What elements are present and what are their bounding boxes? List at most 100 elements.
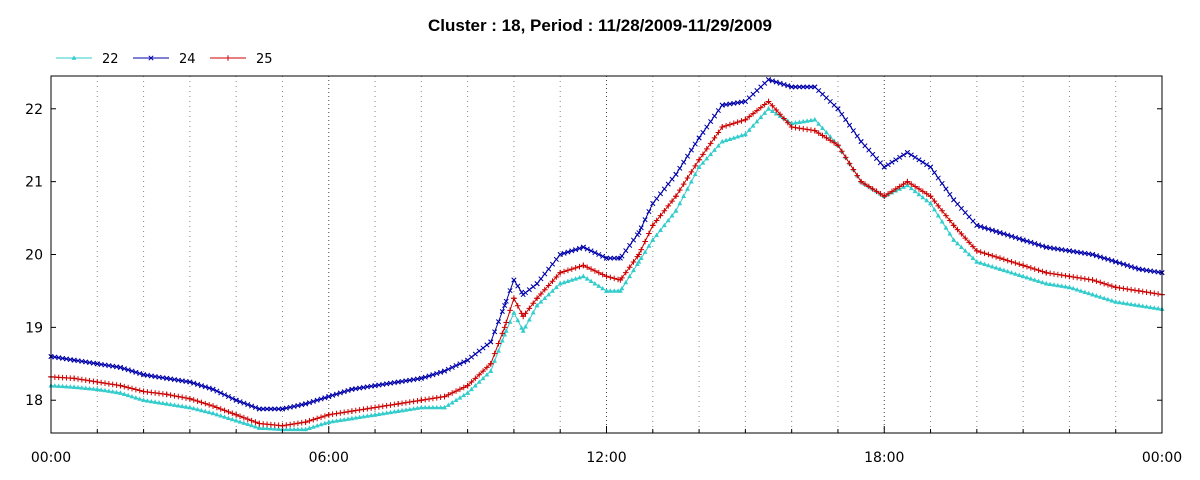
series-point-24 (920, 159, 926, 165)
series-point-22 (391, 409, 397, 414)
series-point-25 (715, 129, 722, 136)
data-point-22 (974, 259, 980, 264)
data-point-25 (1136, 288, 1142, 294)
series-point-24 (839, 111, 845, 117)
series-point-25 (356, 407, 363, 413)
series-point-25 (1143, 289, 1150, 295)
series-point-22 (665, 217, 671, 223)
data-point-22 (696, 164, 702, 169)
series-point-22 (970, 255, 976, 260)
series-point-22 (646, 243, 652, 248)
series-point-25 (102, 380, 108, 387)
series-point-25 (920, 188, 926, 195)
series-point-25 (893, 186, 899, 192)
series-point-22 (912, 188, 918, 194)
series-point-24 (152, 373, 158, 380)
series-point-24 (503, 298, 509, 304)
series-point-25 (310, 416, 317, 423)
series-point-22 (935, 213, 941, 218)
series-point-25 (669, 198, 675, 204)
series-point-24 (206, 385, 212, 391)
series-point-25 (287, 421, 293, 428)
series-point-22 (264, 425, 270, 431)
y-tick-label: 18 (25, 393, 43, 409)
series-point-25 (1101, 280, 1107, 287)
data-point-25 (302, 419, 309, 425)
data-point-24 (858, 139, 864, 145)
series-point-24 (160, 375, 166, 381)
series-point-22 (345, 416, 351, 421)
series-point-25 (630, 259, 637, 265)
series-point-22 (222, 414, 227, 419)
series-point-25 (823, 135, 830, 141)
series-point-25 (808, 127, 814, 133)
series-point-24 (700, 129, 706, 136)
series-point-22 (739, 132, 744, 138)
series-point-24 (804, 84, 810, 90)
series-point-25 (136, 387, 143, 394)
series-point-25 (206, 402, 212, 408)
data-point-24 (488, 339, 494, 345)
series-point-25 (1039, 268, 1046, 275)
data-point-24 (673, 171, 679, 177)
series-point-24 (430, 372, 436, 378)
series-point-22 (310, 424, 316, 429)
series-point-24 (889, 159, 895, 165)
series-point-24 (218, 390, 224, 396)
series-point-22 (322, 420, 328, 426)
series-point-24 (75, 358, 81, 364)
data-point-24 (141, 372, 147, 378)
series-point-25 (734, 119, 741, 125)
series-point-22 (229, 416, 235, 422)
series-25 (48, 98, 1165, 429)
series-point-24 (954, 201, 961, 207)
series-point-24 (908, 152, 914, 158)
series-point-22 (295, 426, 301, 432)
series-point-22 (1063, 284, 1068, 289)
series-point-25 (198, 399, 205, 406)
series-point-22 (600, 285, 606, 291)
series-point-25 (403, 399, 409, 406)
data-point-22 (650, 237, 656, 242)
series-point-25 (758, 104, 764, 111)
series-point-25 (676, 187, 683, 193)
series-point-24 (758, 84, 764, 90)
y-tick-label: 20 (25, 248, 43, 264)
data-point-22 (789, 120, 795, 126)
series-point-25 (484, 364, 490, 371)
x-tick-label: 06:00 (309, 450, 349, 466)
series-point-24 (924, 162, 930, 168)
series-point-22 (64, 384, 69, 389)
data-point-22 (1136, 302, 1142, 308)
series-point-25 (977, 249, 984, 255)
series-point-22 (796, 119, 802, 124)
series-point-24 (480, 345, 486, 351)
series-point-25 (530, 300, 537, 307)
data-point-24 (1136, 266, 1142, 272)
data-point-24 (812, 84, 818, 90)
series-point-24 (897, 154, 903, 160)
series-point-24 (133, 369, 139, 375)
series-point-24 (978, 224, 984, 230)
series-point-22 (430, 404, 436, 410)
data-point-25 (395, 401, 401, 407)
data-point-25 (520, 313, 526, 320)
series-point-22 (380, 410, 386, 416)
series-point-25 (109, 381, 116, 388)
series-point-25 (981, 250, 988, 257)
series-point-24 (364, 384, 370, 390)
series-point-25 (1082, 275, 1088, 282)
series-point-25 (958, 231, 965, 237)
series-point-22 (353, 415, 359, 420)
series-point-25 (183, 395, 189, 401)
data-point-22 (904, 182, 910, 188)
series-point-25 (599, 271, 606, 278)
series-point-22 (519, 325, 525, 330)
series-point-24 (669, 176, 675, 182)
series-point-25 (827, 137, 834, 144)
data-point-24 (520, 292, 526, 298)
series-point-22 (661, 222, 667, 228)
data-point-22 (997, 266, 1003, 271)
data-point-25 (511, 295, 517, 302)
series-point-25 (1105, 282, 1111, 288)
